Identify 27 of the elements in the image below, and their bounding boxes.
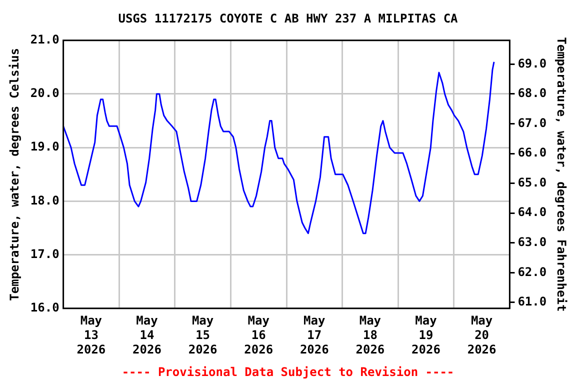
text: ---- Provisional Data Subject to Revision ----: [122, 364, 454, 379]
y-tick-label: 17.0: [30, 246, 60, 261]
y2-tick-label: 62.0: [518, 264, 547, 279]
x-tick-label: May 15 2026: [188, 314, 218, 357]
y-tick-label: 16.0: [30, 300, 60, 315]
y-tick-label: 20.0: [30, 86, 60, 100]
y2-tick-label: 69.0: [518, 56, 547, 70]
y-tick-label: 21.0: [30, 32, 60, 47]
y2-tick-label: 63.0: [518, 235, 547, 250]
x-tick-label: May 20 2026: [467, 314, 496, 357]
y-tick-label: 19.0: [30, 140, 60, 154]
x-tick-label: May 14 2026: [132, 314, 162, 357]
y-tick-label: 18.0: [30, 193, 60, 208]
y2-axis-title: Temperature, water, degrees Fahrenheit: [554, 37, 569, 312]
y2-tick-label: 66.0: [518, 146, 547, 160]
x-tick-label: May 13 2026: [76, 314, 106, 357]
chart-title: USGS 11172175 COYOTE C AB HWY 237 A MILPITAS CA: [118, 11, 459, 26]
x-tick-label: May 18 2026: [356, 314, 385, 357]
y2-tick-label: 68.0: [518, 86, 547, 100]
y2-tick-label: 64.0: [518, 205, 547, 220]
y-axis-title: Temperature, water, degrees Celsius: [7, 48, 22, 301]
y2-tick-label: 67.0: [518, 116, 547, 130]
x-tick-label: May 16 2026: [244, 314, 274, 357]
x-tick-label: May 17 2026: [300, 314, 329, 357]
y2-tick-label: 61.0: [518, 294, 547, 309]
x-tick-label: May 19 2026: [412, 314, 440, 357]
y2-tick-label: 65.0: [518, 175, 547, 190]
